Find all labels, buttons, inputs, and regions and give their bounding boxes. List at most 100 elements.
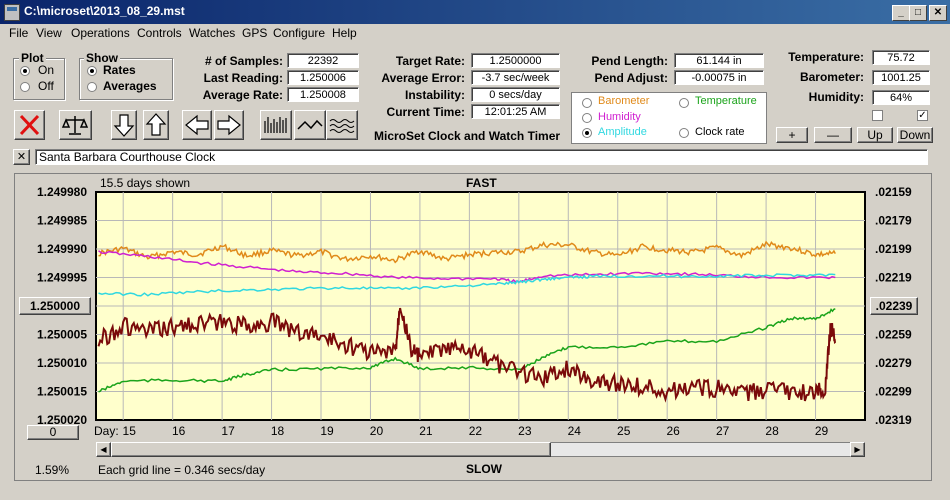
target-rate-label: Target Rate: — [395, 54, 465, 68]
barometer-field: 1001.25 — [872, 70, 930, 85]
menu-bar: File View Operations Controls Watches GP… — [0, 24, 950, 42]
scroll-right-button[interactable]: ▶ — [850, 442, 865, 457]
left-axis-tick-label: 1.250015 — [37, 385, 87, 399]
left-axis-tick-label: 1.249990 — [37, 242, 87, 256]
menu-operations[interactable]: Operations — [71, 26, 130, 40]
show-rates-radio[interactable] — [87, 66, 97, 76]
menu-gps[interactable]: GPS — [242, 26, 268, 40]
plot-group-label: Plot — [19, 51, 46, 65]
app-icon[interactable] — [4, 4, 20, 21]
day-tick-label: 22 — [469, 424, 483, 438]
menu-file[interactable]: File — [9, 26, 29, 40]
day-tick-label: 18 — [271, 424, 285, 438]
offset-button[interactable]: 0 — [27, 425, 79, 440]
maximize-button[interactable]: □ — [909, 5, 927, 21]
day-tick-label: 20 — [370, 424, 384, 438]
plot-on-label: On — [38, 63, 55, 77]
bar-graph-icon — [264, 117, 287, 133]
arrow-left-button[interactable] — [182, 110, 212, 140]
slow-label: SLOW — [466, 462, 502, 476]
menu-help[interactable]: Help — [332, 26, 357, 40]
pend-length-field[interactable]: 61.144 in — [674, 53, 764, 68]
current-time-label: Current Time: — [386, 105, 465, 119]
right-axis-tick-label: .02199 — [875, 242, 912, 256]
show-group — [79, 58, 173, 100]
humidity-option-label: Humidity — [598, 111, 641, 123]
temperature-radio[interactable] — [679, 98, 689, 108]
day-tick-label: 27 — [716, 424, 730, 438]
balance-scale-icon — [61, 116, 89, 135]
pend-length-label: Pend Length: — [591, 54, 668, 68]
line-view-button[interactable] — [294, 110, 326, 140]
clock-name-input[interactable]: Santa Barbara Courthouse Clock — [35, 149, 928, 165]
right-axis-tick-label: .02159 — [875, 185, 912, 199]
left-axis-tick-label: 1.250010 — [37, 356, 87, 370]
samples-field: 22392 — [287, 53, 359, 68]
day-tick-label: 23 — [518, 424, 532, 438]
arrow-up-button[interactable] — [143, 110, 169, 140]
day-tick-label: 19 — [320, 424, 334, 438]
humidity-label: Humidity: — [808, 90, 864, 104]
day-tick-label: 28 — [765, 424, 779, 438]
menu-watches[interactable]: Watches — [189, 26, 236, 40]
barometer-radio[interactable] — [582, 98, 592, 108]
close-window-button[interactable]: ✕ — [929, 5, 947, 21]
clock-rate-radio[interactable] — [679, 128, 689, 138]
samples-label: # of Samples: — [204, 54, 283, 68]
up-button[interactable]: Up — [857, 127, 893, 143]
target-rate-field[interactable]: 1.2500000 — [471, 53, 560, 68]
menu-view[interactable]: View — [36, 26, 62, 40]
menu-configure[interactable]: Configure — [273, 26, 326, 40]
left-axis-tick-label: 1.250020 — [37, 413, 87, 427]
clear-clock-name-button[interactable]: ✕ — [13, 149, 30, 165]
plus-button[interactable]: + — [776, 127, 808, 143]
humidity-radio[interactable] — [582, 113, 592, 123]
right-axis-tick-label: .02219 — [875, 271, 912, 285]
series-line-amplitude — [98, 273, 836, 297]
barometer-label: Barometer: — [799, 70, 864, 84]
down-button[interactable]: Down — [897, 127, 933, 143]
red-x-icon — [19, 114, 40, 136]
balance-button[interactable] — [59, 110, 92, 140]
arrow-left-icon — [185, 114, 209, 136]
clock-rate-option-label: Clock rate — [695, 126, 745, 138]
plot-on-radio[interactable] — [20, 66, 30, 76]
delete-button[interactable] — [14, 110, 45, 140]
arrow-right-button[interactable] — [214, 110, 244, 140]
plot-off-radio[interactable] — [20, 82, 30, 92]
menu-controls[interactable]: Controls — [137, 26, 182, 40]
last-reading-field: 1.250006 — [287, 70, 359, 85]
temperature-label: Temperature: — [788, 50, 864, 64]
option-checkbox-2[interactable]: ✓ — [917, 110, 928, 121]
amplitude-option-label: Amplitude — [598, 126, 647, 138]
scrollbar-thumb[interactable] — [111, 442, 551, 457]
bars-view-button[interactable] — [260, 110, 292, 140]
center-rate-button[interactable]: 1.250000 — [19, 297, 91, 315]
right-axis-tick-label: .02179 — [875, 214, 912, 228]
series-selector — [571, 92, 767, 144]
arrow-down-button[interactable] — [111, 110, 137, 140]
right-axis-tick-label: .02259 — [875, 328, 912, 342]
center-amplitude-button[interactable]: .02239 — [870, 297, 918, 315]
day-tick-label: 29 — [815, 424, 829, 438]
fast-label: FAST — [466, 176, 497, 190]
minus-button[interactable]: — — [814, 127, 852, 143]
day-tick-label: 15 — [123, 424, 137, 438]
right-axis-tick-label: .02319 — [875, 413, 912, 427]
instability-label: Instability: — [404, 88, 465, 102]
left-axis-tick-label: 1.250005 — [37, 328, 87, 342]
day-axis-label: Day: — [94, 424, 119, 438]
day-tick-label: 25 — [617, 424, 631, 438]
wave-view-button[interactable] — [326, 110, 358, 140]
left-axis-tick-label: 1.249985 — [37, 214, 87, 228]
wave-graph-icon — [329, 119, 355, 133]
amplitude-radio[interactable] — [582, 128, 592, 138]
scroll-left-button[interactable]: ◀ — [96, 442, 111, 457]
option-checkbox-1[interactable] — [872, 110, 883, 121]
show-rates-label: Rates — [103, 63, 136, 77]
show-averages-radio[interactable] — [87, 82, 97, 92]
series-line-temperature — [98, 308, 836, 393]
last-reading-label: Last Reading: — [203, 71, 283, 85]
title-bar[interactable]: C:\microset\2013_08_29.mst _ □ ✕ — [0, 0, 950, 24]
